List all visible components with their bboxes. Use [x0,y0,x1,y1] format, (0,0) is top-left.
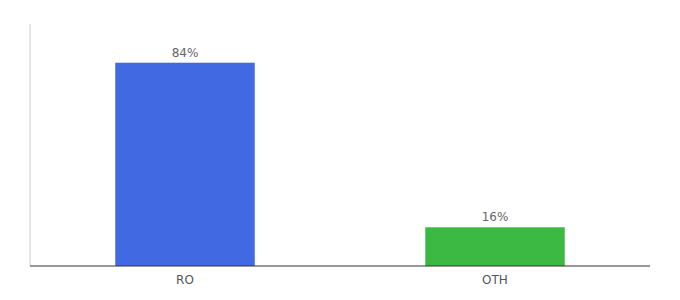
bar [425,227,565,266]
y-axis-line [30,24,31,266]
bar [115,63,255,266]
chart-container: 84% 16% RO OTH [0,0,680,300]
data-label: 16% [482,210,509,224]
page: {"chart_data": {"type": "bar", "categori… [0,0,680,300]
x-tick-label: OTH [482,273,508,287]
data-label: 84% [172,46,199,60]
chart-svg: 84% 16% RO OTH [0,0,680,300]
x-tick-label: RO [176,273,194,287]
bars [115,63,565,266]
x-axis-line [30,266,650,267]
